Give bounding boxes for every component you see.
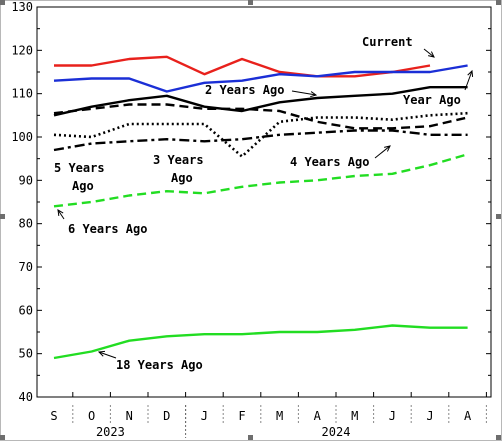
x-tick-label: J <box>201 409 208 423</box>
annotation-5-years-ago: 5 Years <box>54 161 105 175</box>
x-axis: S O N D J F M A M J J A 2023 2024 <box>50 392 487 439</box>
annotation-leader-line <box>57 209 65 220</box>
resize-handle-top-right[interactable] <box>496 0 501 5</box>
resize-handle-middle-right[interactable] <box>496 214 501 219</box>
x-tick-label: J <box>426 409 433 423</box>
year-label: 2024 <box>322 425 351 439</box>
x-tick-label: O <box>88 409 95 423</box>
y-tick-label: 50 <box>19 347 33 361</box>
y-tick-label: 130 <box>11 0 33 14</box>
series-line-6-years-ago <box>53 153 468 208</box>
y-tick-label: 60 <box>19 303 33 317</box>
annotation-current: Current <box>362 35 413 49</box>
y-tick-label: 40 <box>19 390 33 404</box>
x-tick-label: N <box>126 409 133 423</box>
resize-handle-bottom-center[interactable] <box>248 435 253 440</box>
annotation-leader-line <box>374 145 391 159</box>
annotation-arrowhead <box>57 209 64 217</box>
annotation-leader-line <box>464 70 473 91</box>
resize-handle-middle-left[interactable] <box>0 214 5 219</box>
y-tick-label: 100 <box>11 130 33 144</box>
resize-handle-top-center[interactable] <box>248 0 253 5</box>
y-axis: 40 50 60 70 80 90 100 110 120 130 <box>11 0 491 404</box>
series-line-18-years-ago <box>53 324 468 360</box>
annotation-2-years-ago: 2 Years Ago <box>205 83 284 97</box>
annotation-year-ago: Year Ago <box>403 93 461 107</box>
series-line-4-years-ago <box>53 129 468 152</box>
annotation-arrowhead <box>310 91 318 98</box>
y-tick-label: 110 <box>11 87 33 101</box>
x-tick-label: D <box>163 409 170 423</box>
annotation-3-years-ago: 3 Years <box>153 153 204 167</box>
annotation-leader-line <box>291 90 317 96</box>
annotation-arrowhead <box>384 145 391 152</box>
x-tick-label: M <box>351 409 358 423</box>
x-tick-label: F <box>238 409 245 423</box>
annotation-arrowhead <box>467 69 474 78</box>
annotation-3-years-ago: Ago <box>171 171 193 185</box>
x-tick-label: M <box>276 409 283 423</box>
series-line-current <box>54 55 431 78</box>
annotation-leader-line <box>98 351 117 359</box>
series-lines <box>53 55 468 360</box>
year-label: 2023 <box>96 425 125 439</box>
series-line-3-years-ago <box>53 111 468 158</box>
annotation-arrowhead <box>428 51 435 58</box>
resize-handle-bottom-left[interactable] <box>0 435 5 440</box>
x-tick-label: A <box>464 409 472 423</box>
y-tick-label: 90 <box>19 173 33 187</box>
annotation-5-years-ago: Ago <box>72 179 94 193</box>
annotation-arrows <box>57 48 474 359</box>
y-tick-label: 80 <box>19 217 33 231</box>
y-tick-label: 70 <box>19 260 33 274</box>
series-line-year-ago <box>53 85 468 117</box>
annotation-arrowhead <box>97 350 106 357</box>
annotation-18-years-ago: 18 Years Ago <box>116 358 203 372</box>
resize-handle-bottom-right[interactable] <box>496 435 501 440</box>
series-line-5-years-ago <box>53 103 468 130</box>
x-tick-label: S <box>50 409 57 423</box>
x-tick-label: A <box>314 409 322 423</box>
resize-handle-top-left[interactable] <box>0 0 5 5</box>
y-tick-label: 120 <box>11 43 33 57</box>
annotations: Current 2 Years Ago Year Ago 5 Years Ago 3 Ye… <box>54 35 461 372</box>
x-tick-label: J <box>389 409 396 423</box>
annotation-leader-line <box>423 48 435 58</box>
series-line-2-years-ago <box>53 64 468 93</box>
annotation-4-years-ago: 4 Years Ago <box>290 155 369 169</box>
annotation-6-years-ago: 6 Years Ago <box>68 222 147 236</box>
